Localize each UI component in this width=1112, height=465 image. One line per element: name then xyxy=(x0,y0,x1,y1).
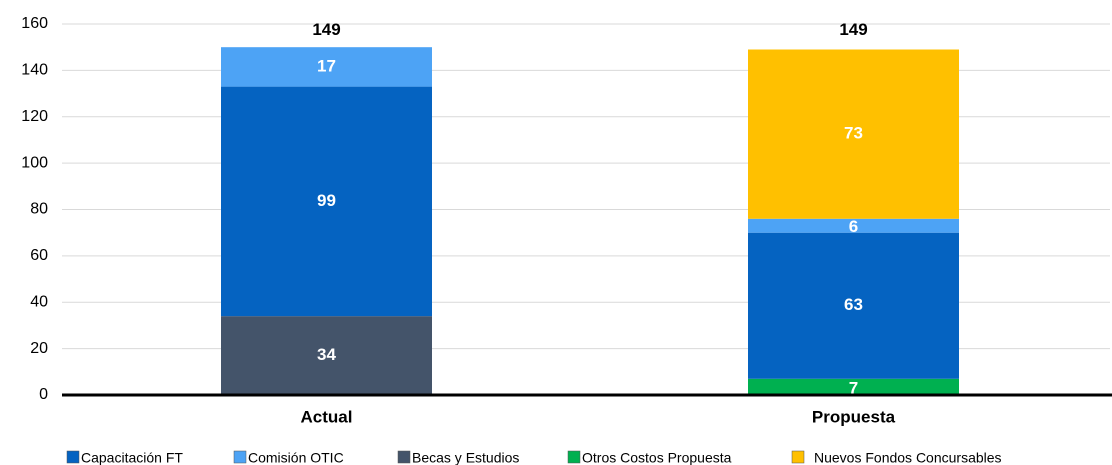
legend-swatch xyxy=(397,450,411,464)
value-label: 6 xyxy=(849,217,858,236)
y-tick-label: 0 xyxy=(39,386,48,403)
total-label: 149 xyxy=(839,20,867,39)
value-label: 17 xyxy=(317,56,336,75)
value-label: 99 xyxy=(317,191,336,210)
y-tick-label: 120 xyxy=(21,108,48,125)
total-label: 149 xyxy=(312,20,340,39)
value-label: 73 xyxy=(844,124,863,143)
legend-label: Nuevos Fondos Concursables xyxy=(814,450,1002,465)
legend-swatch xyxy=(791,450,805,464)
y-tick-label: 160 xyxy=(21,15,48,32)
bar-segment xyxy=(748,218,959,233)
x-tick-label: Actual xyxy=(301,407,353,426)
bar-segment xyxy=(221,316,432,395)
y-tick-label: 80 xyxy=(30,201,48,218)
y-tick-label: 140 xyxy=(21,62,48,79)
value-label: 7 xyxy=(849,378,858,397)
legend-swatch xyxy=(567,450,581,464)
legend-label: Capacitación FT xyxy=(81,450,183,465)
legend-swatch xyxy=(66,450,80,464)
bar-segment xyxy=(221,86,432,317)
y-tick-label: 40 xyxy=(30,293,48,310)
y-tick-label: 100 xyxy=(21,154,48,171)
value-label: 34 xyxy=(317,345,336,364)
legend-swatch xyxy=(233,450,247,464)
bar-segment xyxy=(221,47,432,87)
bar-segment xyxy=(748,378,959,395)
y-tick-label: 20 xyxy=(30,340,48,357)
legend-label: Becas y Estudios xyxy=(412,450,519,465)
bar-segment xyxy=(748,232,959,379)
x-tick-label: Propuesta xyxy=(812,407,896,426)
bar-segment xyxy=(748,49,959,219)
y-tick-label: 60 xyxy=(30,247,48,264)
legend-label: Comisión OTIC xyxy=(248,450,344,465)
value-label: 63 xyxy=(844,295,863,314)
legend-label: Otros Costos Propuesta xyxy=(582,450,732,465)
